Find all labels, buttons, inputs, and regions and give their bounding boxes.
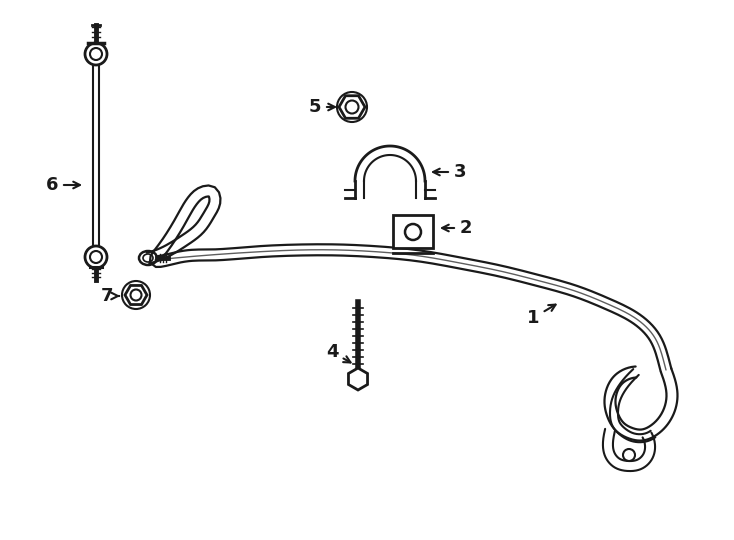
Text: 6: 6 — [46, 176, 80, 194]
Polygon shape — [603, 429, 655, 471]
Text: 5: 5 — [309, 98, 335, 116]
Text: 2: 2 — [442, 219, 472, 237]
Text: 1: 1 — [527, 305, 556, 327]
Text: 4: 4 — [326, 343, 351, 362]
Circle shape — [85, 43, 107, 65]
Polygon shape — [610, 369, 655, 442]
Polygon shape — [605, 367, 677, 441]
Text: 3: 3 — [433, 163, 466, 181]
Polygon shape — [147, 185, 672, 372]
Text: 7: 7 — [101, 287, 119, 305]
Polygon shape — [93, 62, 99, 252]
FancyBboxPatch shape — [393, 215, 433, 248]
Circle shape — [85, 246, 107, 268]
